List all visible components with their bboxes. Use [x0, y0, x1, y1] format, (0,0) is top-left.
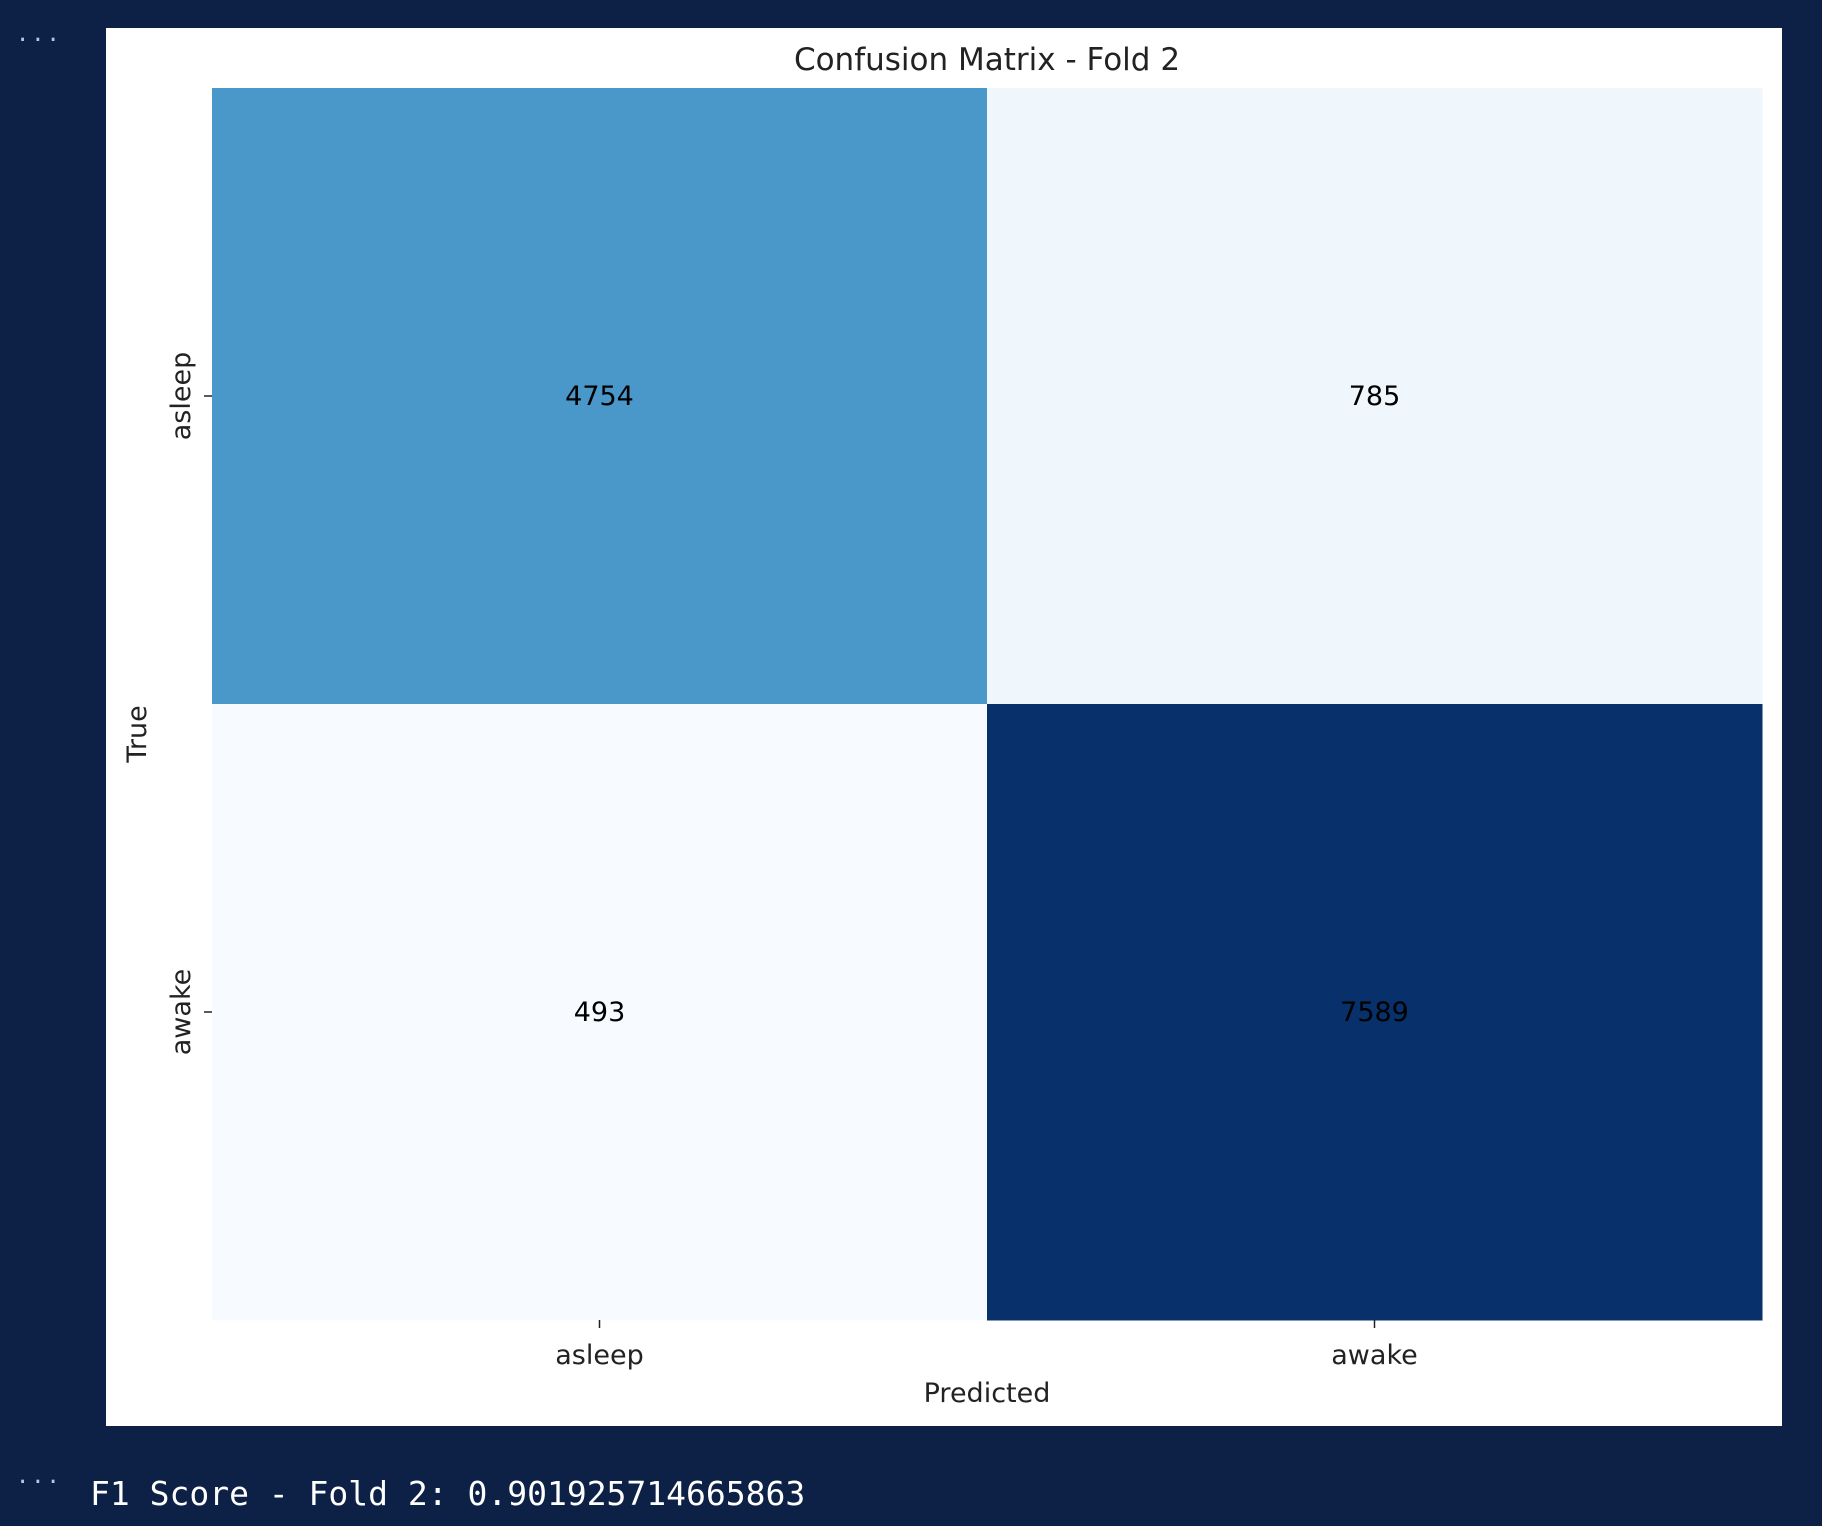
x-axis-ticks: asleep awake: [555, 1320, 1418, 1371]
y-axis-ticks: asleep awake: [166, 352, 212, 1055]
f1-score-output: F1 Score - Fold 2: 0.901925714665863: [90, 1474, 806, 1513]
annotation-asleep-awake: 785: [1349, 381, 1401, 412]
cell-output-ellipsis-icon[interactable]: ···: [16, 1470, 62, 1495]
heatmap-cell-awake-asleep: [212, 704, 988, 1321]
y-tick-label-awake: awake: [166, 969, 197, 1055]
heatmap-cell-asleep-asleep: [212, 88, 988, 705]
confusion-matrix-figure: Confusion Matrix - Fold 2 4754 785 493 7589…: [106, 28, 1782, 1426]
x-tick-label-asleep: asleep: [555, 1340, 643, 1371]
x-axis-label: Predicted: [924, 1378, 1051, 1409]
y-axis-label: True: [122, 705, 153, 763]
y-tick-label-asleep: asleep: [166, 352, 197, 440]
heatmap-cell-asleep-awake: [987, 88, 1763, 705]
x-tick-label-awake: awake: [1331, 1340, 1417, 1371]
heatmap-annotations: 4754 785 493 7589: [565, 381, 1409, 1028]
chart-title: Confusion Matrix - Fold 2: [794, 42, 1180, 78]
annotation-awake-awake: 7589: [1340, 997, 1409, 1028]
confusion-matrix-chart: Confusion Matrix - Fold 2 4754 785 493 7589…: [122, 42, 1763, 1409]
heatmap-cell-awake-awake: [987, 704, 1763, 1321]
heatmap-cells: [212, 88, 1763, 1321]
annotation-awake-asleep: 493: [574, 997, 626, 1028]
cell-output-ellipsis-icon[interactable]: ···: [16, 28, 62, 53]
annotation-asleep-asleep: 4754: [565, 381, 634, 412]
